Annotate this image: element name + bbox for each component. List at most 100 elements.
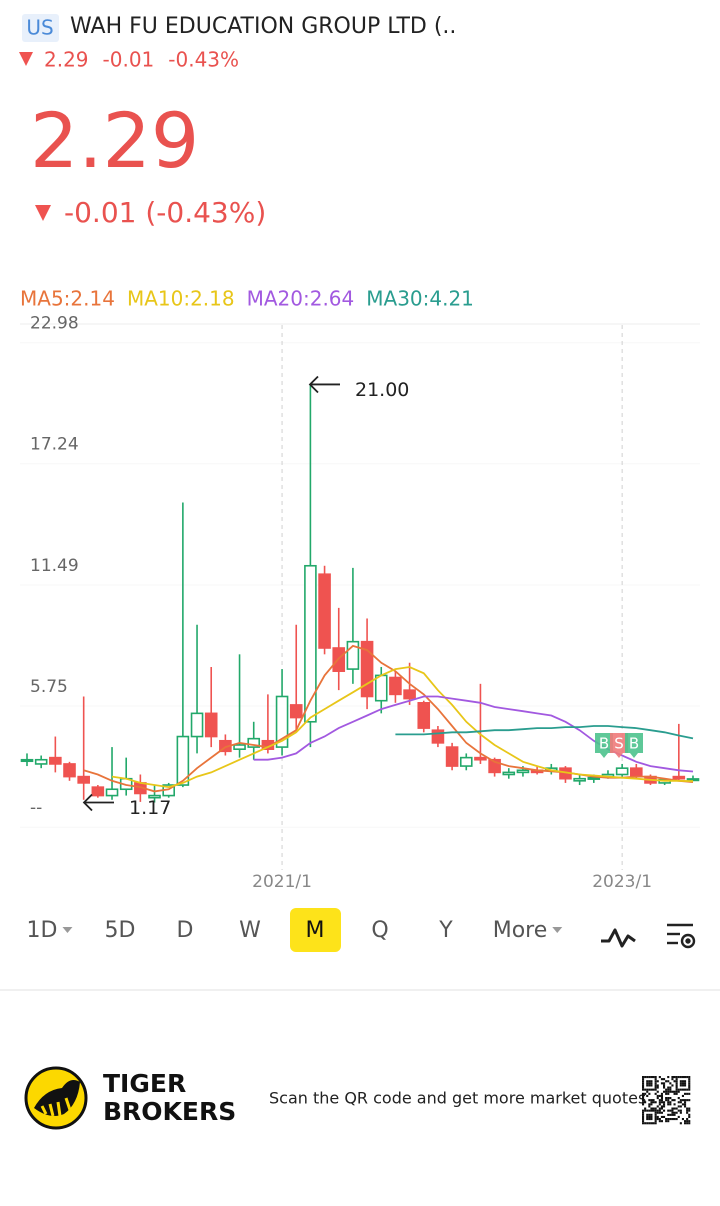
qr-cell [654, 1076, 657, 1079]
qr-cell [684, 1088, 687, 1091]
qr-cell [642, 1101, 645, 1104]
qr-cell [684, 1105, 687, 1108]
period-tab[interactable]: D [177, 918, 194, 943]
qr-cell [652, 1101, 655, 1104]
candle-body [190, 712, 204, 738]
period-tab[interactable]: 5D [105, 918, 136, 943]
period-tab[interactable]: M [306, 918, 325, 943]
qr-cell [652, 1122, 655, 1125]
qr-cell [644, 1101, 647, 1104]
qr-cell [656, 1086, 659, 1089]
stock-name: WAH FU EDUCATION GROUP LTD (.. [70, 14, 456, 39]
qr-cell [675, 1107, 678, 1110]
qr-cell [679, 1088, 682, 1091]
qr-cell [656, 1105, 659, 1108]
qr-cell [663, 1082, 666, 1085]
qr-cell [669, 1088, 672, 1091]
qr-cell [650, 1103, 653, 1106]
qr-cell [675, 1088, 678, 1091]
candle-body [459, 756, 473, 767]
qr-cell [679, 1109, 682, 1112]
period-tab[interactable]: Q [371, 918, 388, 943]
qr-cell [650, 1099, 653, 1102]
candle-body [20, 758, 34, 763]
qr-cell [665, 1097, 668, 1100]
qr-cell [665, 1099, 668, 1102]
qr-cell [671, 1118, 674, 1121]
qr-cell [648, 1118, 651, 1121]
qr-cell [686, 1120, 689, 1123]
candle-body [445, 746, 459, 767]
candle-body [488, 758, 501, 774]
qr-cell [654, 1122, 657, 1125]
qr-cell [646, 1113, 649, 1116]
period-tab[interactable]: W [239, 918, 261, 943]
candle-body [148, 794, 161, 799]
legend-entry: MA30:4.21 [366, 287, 474, 311]
qr-cell [671, 1078, 674, 1081]
candle-body [615, 767, 629, 776]
y-tick-label: 17.24 [30, 435, 79, 455]
qr-cell [679, 1101, 682, 1104]
qr-cell [663, 1078, 666, 1081]
qr-cell [684, 1084, 687, 1087]
indicator-icon[interactable] [601, 928, 636, 948]
qr-cell [644, 1109, 647, 1112]
qr-cell [669, 1101, 672, 1104]
tagline: Scan the QR code and get more market quo… [269, 1089, 646, 1108]
legend-entry: MA10:2.18 [127, 287, 235, 311]
qr-cell [669, 1086, 672, 1089]
qr-cell [671, 1099, 674, 1102]
down-icon [19, 52, 33, 66]
qr-cell [673, 1092, 676, 1095]
candle-body [49, 756, 62, 765]
qr-cell [675, 1086, 678, 1089]
qr-cell [642, 1092, 645, 1095]
legend-entry: MA20:2.64 [247, 287, 355, 311]
qr-cell [656, 1080, 659, 1083]
settings-icon[interactable] [667, 923, 696, 949]
qr-cell [642, 1113, 645, 1116]
qr-cell [650, 1113, 653, 1116]
qr-cell [663, 1086, 666, 1089]
qr-cell [650, 1101, 653, 1104]
qr-cell [679, 1105, 682, 1108]
qr-cell [686, 1107, 689, 1110]
qr-cell [688, 1082, 691, 1085]
qr-cell [650, 1084, 653, 1087]
qr-cell [644, 1107, 647, 1110]
y-tick-label: -- [30, 798, 42, 818]
period-tab[interactable]: Y [438, 918, 453, 943]
qr-cell [686, 1092, 689, 1095]
qr-cell [667, 1118, 670, 1121]
qr-cell [686, 1111, 689, 1114]
qr-cell [652, 1088, 655, 1091]
qr-cell [677, 1105, 680, 1108]
qr-cell [681, 1103, 684, 1106]
qr-cell [679, 1082, 682, 1085]
qr-cell [654, 1082, 657, 1085]
qr-cell [642, 1084, 645, 1087]
trade-marker: B [629, 735, 639, 753]
period-tab[interactable]: 1D [27, 918, 58, 943]
qr-cell [656, 1094, 659, 1097]
qr-cell [669, 1097, 672, 1100]
qr-cell [667, 1080, 670, 1083]
qr-cell [648, 1082, 651, 1085]
qr-cell [673, 1090, 676, 1093]
qr-cell [658, 1120, 661, 1123]
qr-cell [642, 1120, 645, 1123]
qr-cell [658, 1099, 661, 1102]
qr-cell [688, 1122, 691, 1125]
qr-cell [684, 1120, 687, 1123]
qr-cell [667, 1099, 670, 1102]
qr-cell [648, 1099, 651, 1102]
period-tab[interactable]: More [493, 918, 548, 943]
qr-cell [677, 1088, 680, 1091]
qr-cell [688, 1099, 691, 1102]
qr-cell [646, 1084, 649, 1087]
qr-cell [665, 1088, 668, 1091]
qr-cell [673, 1076, 676, 1079]
qr-cell [654, 1088, 657, 1091]
